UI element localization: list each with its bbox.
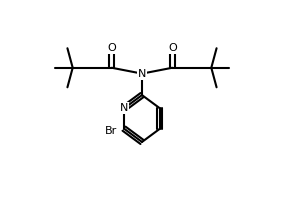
Text: Br: Br [105,126,118,136]
Text: O: O [168,43,177,53]
Text: N: N [138,69,146,79]
Text: N: N [120,103,128,113]
Text: O: O [107,43,116,53]
